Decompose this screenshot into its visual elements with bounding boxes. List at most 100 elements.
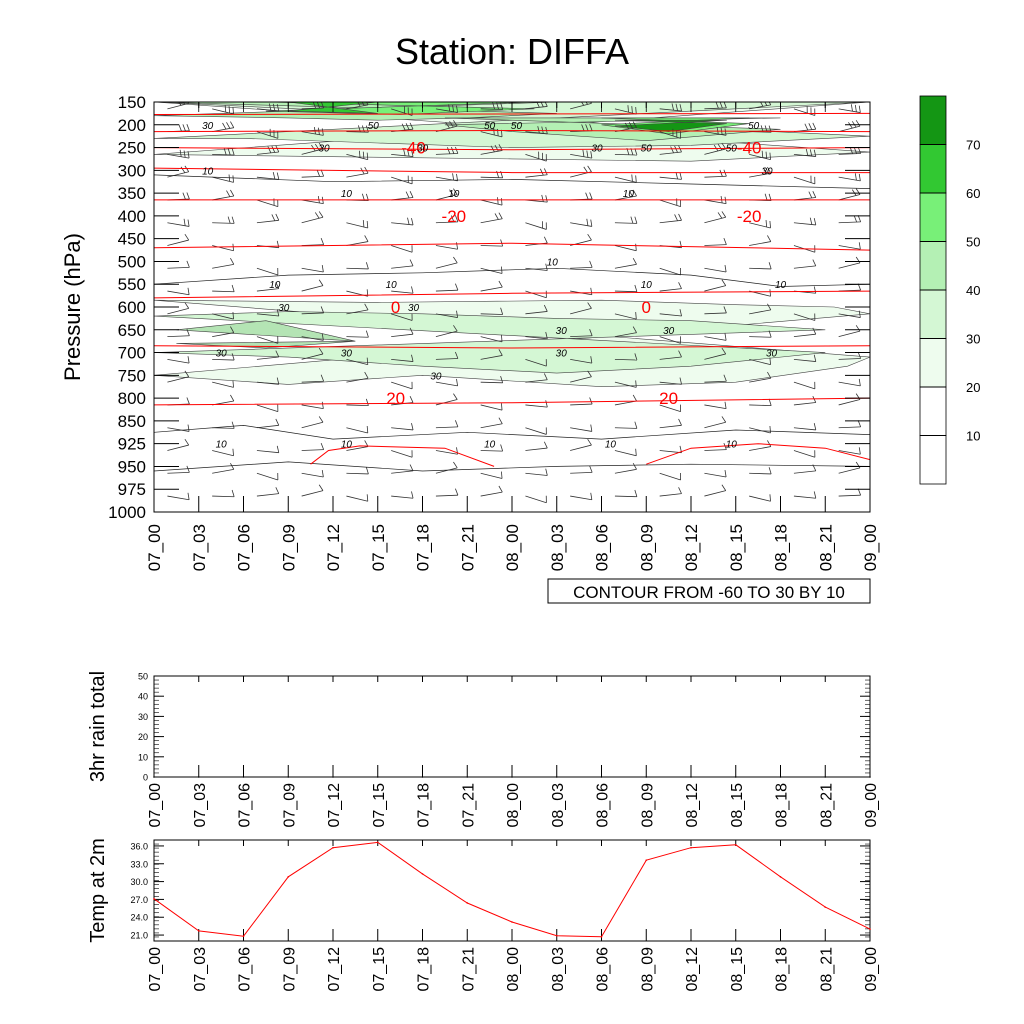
wind-barb-flag	[587, 438, 592, 446]
wind-barb	[256, 267, 278, 276]
wind-barb-flag	[809, 217, 813, 225]
colorbar-segment	[919, 386, 947, 436]
wind-barb-flag	[545, 331, 548, 339]
wind-barb-flag	[900, 129, 901, 136]
wind-barb	[301, 421, 324, 429]
wind-barb	[480, 313, 503, 315]
data-point	[332, 776, 334, 778]
wind-barb	[301, 285, 324, 292]
colorbar-label: 50	[966, 235, 980, 250]
y-tick-label: 40	[138, 692, 148, 702]
contour-info-box	[547, 578, 871, 604]
wind-barb-flag	[232, 448, 234, 456]
wind-barb-flag	[724, 265, 727, 273]
wind-barb	[659, 472, 681, 481]
wind-barb	[838, 262, 861, 269]
wind-barb	[525, 290, 547, 299]
y-tick-label: 27.0	[130, 895, 148, 905]
wind-barb	[659, 356, 682, 360]
wind-barb-flag	[184, 302, 190, 309]
wind-barb	[435, 467, 458, 474]
wind-barb-flag	[898, 145, 901, 151]
wind-barb-flag	[721, 484, 727, 491]
wind-barb-flag	[724, 333, 727, 341]
wind-barb-flag	[581, 124, 585, 132]
wind-contour-label: 50	[511, 121, 523, 132]
x-tick-label: 08_18	[774, 783, 791, 828]
wind-contour-label: 30	[408, 303, 420, 314]
temp-contour-label: -20	[737, 207, 762, 226]
x-tick-label: 07_12	[326, 947, 343, 992]
data-point	[242, 776, 245, 778]
wind-barb-flag	[675, 103, 678, 111]
wind-barb-flag	[855, 325, 861, 332]
wind-barb	[435, 262, 458, 269]
colorbar-segment	[919, 289, 947, 339]
x-tick-label: 07_03	[192, 947, 209, 992]
wind-barb	[256, 313, 279, 317]
x-tick-label: 09_00	[863, 947, 880, 992]
wind-barb-flag	[227, 216, 231, 224]
wind-barb-flag	[545, 400, 548, 408]
wind-barb-flag	[679, 104, 682, 112]
wind-barb-flag	[276, 104, 280, 112]
data-point	[690, 846, 692, 849]
wind-barb-flag	[671, 103, 674, 111]
wind-barb	[346, 172, 369, 178]
data-point	[869, 776, 871, 778]
wind-barb-flag	[186, 465, 190, 473]
wind-barb-flag	[267, 146, 272, 154]
wind-barb-flag	[721, 416, 727, 423]
isotach-lines	[154, 174, 870, 472]
wind-barb	[704, 267, 727, 273]
wind-barb-flag	[904, 403, 905, 410]
wind-barb-flag	[632, 326, 637, 333]
wind-barb	[704, 472, 727, 478]
wind-barb	[256, 404, 278, 413]
wind-barb	[838, 194, 861, 201]
wind-barb	[167, 171, 189, 178]
wind-barb	[793, 265, 816, 269]
wind-barb	[704, 421, 726, 429]
wind-barb-flag	[455, 488, 459, 496]
wind-barb	[883, 287, 905, 291]
x-tick-label: 08_12	[682, 524, 701, 571]
data-point	[734, 843, 737, 846]
wind-barb	[793, 470, 816, 474]
y-tick-label: 30	[138, 712, 148, 722]
wind-barb-flag	[902, 213, 905, 219]
wind-barb-flag	[904, 335, 905, 342]
wind-barb	[793, 108, 815, 116]
cross-section-chart: -40 -40 -20 -20 0 0 20 20 30 50 50 50 50 50 50 30 30 30 30…	[60, 93, 905, 604]
x-tick-label: 07_21	[460, 783, 477, 828]
wind-barb-flag	[805, 148, 809, 156]
wind-barb-flag	[182, 124, 186, 132]
wind-barb-flag	[453, 325, 458, 332]
wind-contour-label: 50	[726, 144, 738, 155]
wind-barb	[480, 423, 503, 429]
wind-barb-flag	[276, 309, 280, 317]
wind-barb-flag	[311, 144, 316, 152]
data-point	[645, 776, 648, 778]
wind-barb	[525, 404, 548, 408]
wind-barb	[838, 245, 861, 250]
band-upper-40b	[444, 117, 781, 142]
wind-barb	[346, 267, 369, 270]
wind-barb	[480, 131, 503, 138]
colorbar-segment	[919, 435, 947, 485]
wind-barb	[525, 174, 548, 178]
wind-contour-label: 50	[641, 144, 653, 155]
wind-barb-flag	[275, 487, 280, 494]
x-tick-label: 07_21	[460, 947, 477, 992]
data-point	[734, 776, 737, 778]
wind-barb-flag	[268, 103, 272, 111]
wind-barb	[614, 313, 637, 320]
wind-barb-flag	[857, 351, 862, 359]
wind-barb-flag	[364, 371, 369, 379]
wind-barb-flag	[543, 168, 548, 175]
wind-barb	[838, 399, 861, 406]
colorbar-label: 60	[966, 186, 980, 201]
data-point	[197, 930, 200, 932]
wind-barb-flag	[449, 189, 454, 196]
